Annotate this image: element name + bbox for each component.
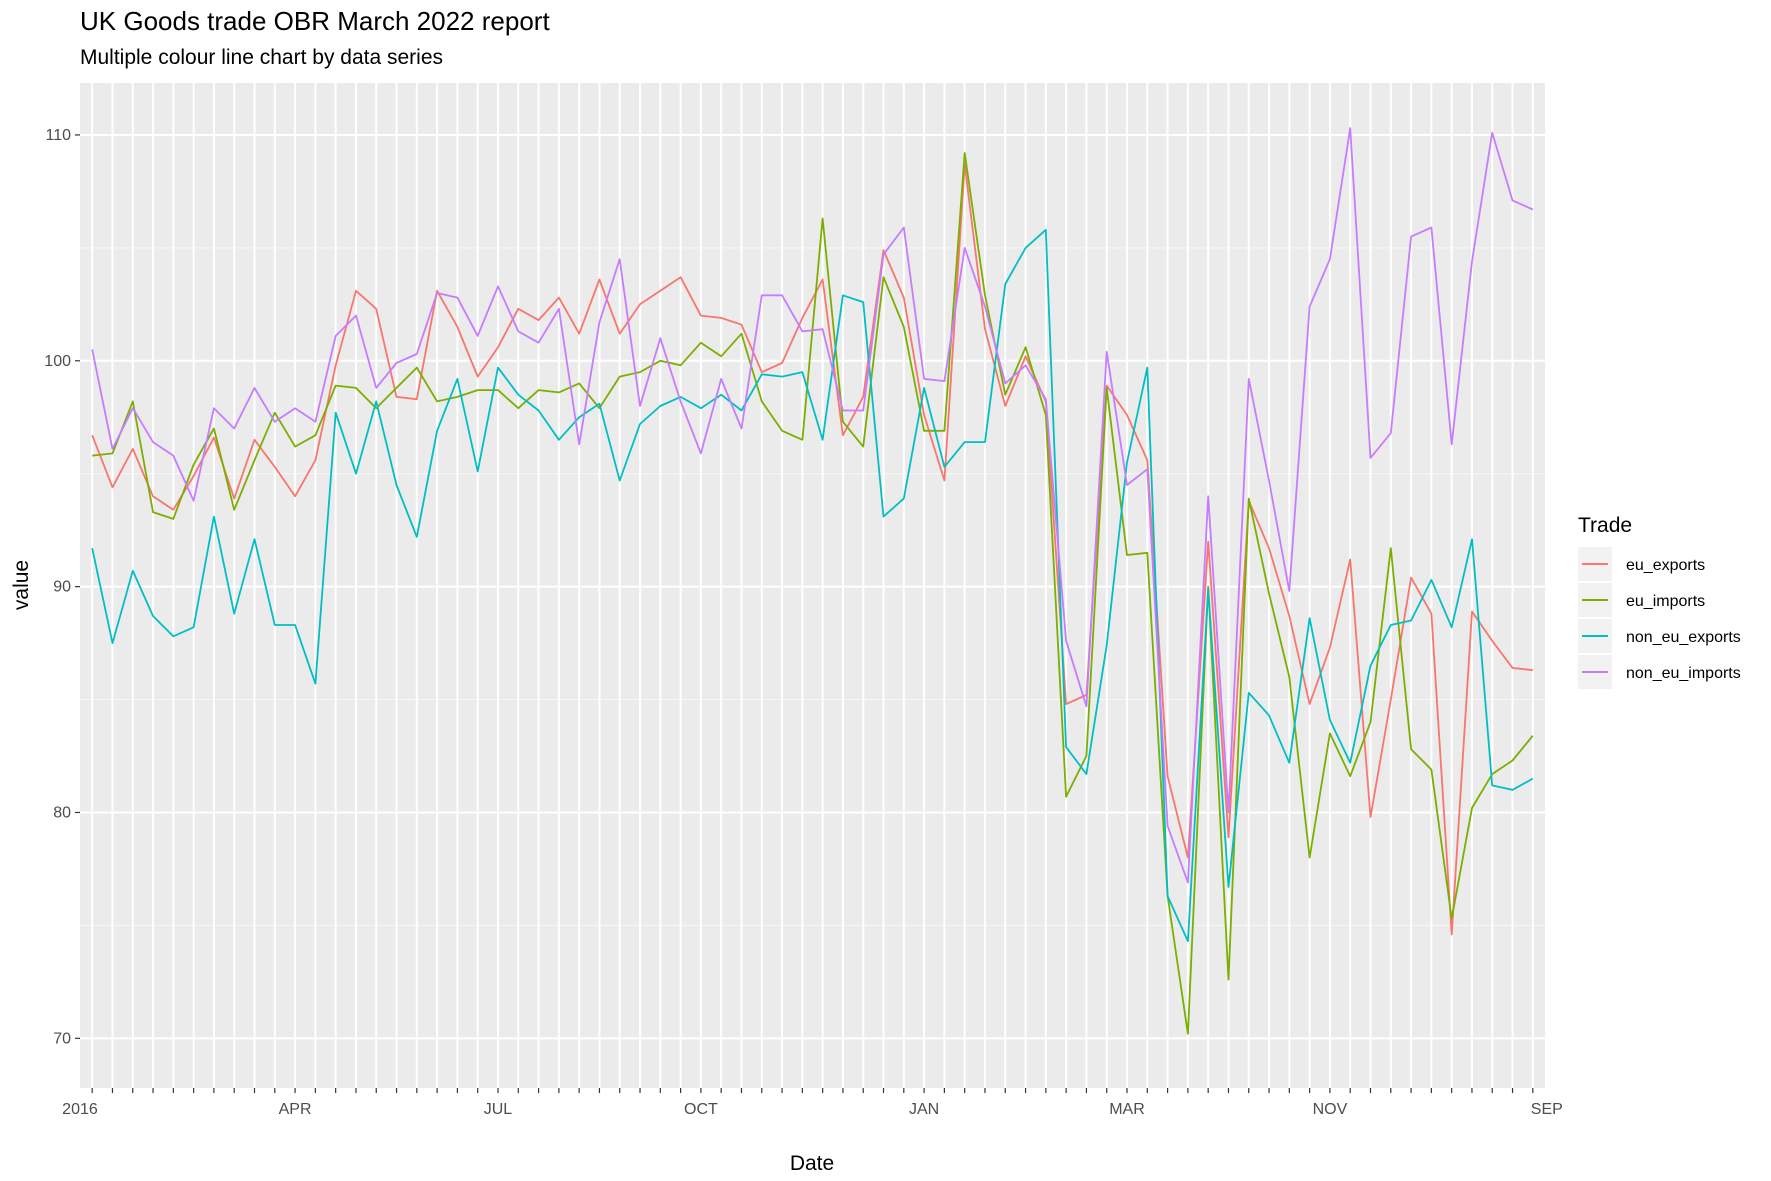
chart-subtitle: Multiple colour line chart by data serie…: [80, 46, 444, 69]
x-tick-label: 2016: [62, 1101, 98, 1118]
plot-panel: [80, 83, 1545, 1088]
y-tick-label: 70: [53, 1030, 71, 1047]
x-tick-label: SEP: [1531, 1101, 1563, 1118]
x-tick-label: NOV: [1313, 1101, 1348, 1118]
series-line-non-eu-imports: [91, 127, 1534, 884]
x-tick-label: MAR: [1109, 1101, 1145, 1118]
y-tick-label: 110: [45, 127, 71, 144]
legend-label-eu-imports: eu_imports: [1626, 593, 1705, 610]
legend: Trade eu_exports eu_imports non_eu_exports…: [1578, 514, 1741, 689]
x-tick-label: APR: [279, 1101, 312, 1118]
chart-title: UK Goods trade OBR March 2022 report: [80, 6, 550, 36]
legend-label-non-eu-exports: non_eu_exports: [1626, 629, 1741, 646]
series-line-eu-imports: [92, 152, 1534, 1035]
legend-title: Trade: [1578, 514, 1632, 537]
series-lines: [91, 127, 1534, 1035]
y-tick-label: 100: [44, 353, 71, 370]
y-axis-title: value: [10, 560, 33, 610]
x-axis-title: Date: [790, 1152, 834, 1175]
x-tick-label: JAN: [909, 1101, 939, 1118]
minor-gridlines: [80, 247, 1545, 926]
x-axis: 2016 APR JUL OCT JAN MAR NOV SEP: [62, 1088, 1563, 1118]
legend-label-non-eu-imports: non_eu_imports: [1626, 665, 1741, 682]
y-tick-label: 80: [53, 804, 71, 821]
legend-label-eu-exports: eu_exports: [1626, 557, 1705, 574]
series-line-non-eu-exports: [91, 228, 1534, 943]
y-tick-label: 90: [53, 579, 71, 596]
y-axis: 70 80 90 100 110: [44, 127, 80, 1047]
x-tick-label: JUL: [484, 1101, 513, 1118]
series-line-eu-exports: [91, 163, 1533, 936]
major-gridlines: [80, 83, 1545, 1088]
x-tick-label: OCT: [684, 1101, 718, 1118]
